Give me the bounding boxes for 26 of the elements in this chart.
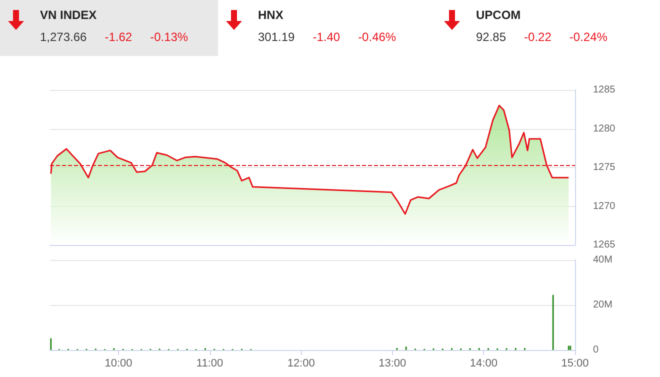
text: -1.40: [312, 30, 340, 44]
y-tick-label: 1265: [593, 240, 616, 250]
text: -0.22: [524, 30, 552, 44]
x-tick-label: 10:00: [104, 358, 132, 370]
y-tick-label: 20M: [593, 300, 612, 310]
x-tick-label: 13:00: [378, 358, 406, 370]
y-tick-label: 1275: [593, 162, 616, 173]
text: -0.24%: [569, 30, 608, 44]
text: 301.19: [258, 30, 295, 44]
text: -0.13%: [150, 30, 188, 44]
text: -0.46%: [358, 30, 396, 44]
text: VN INDEX: [40, 8, 98, 22]
text: 1,273.66: [40, 30, 87, 44]
y-tick-label: 1280: [593, 123, 616, 134]
text: HNX: [258, 8, 284, 22]
x-tick-label: 15:00: [561, 358, 589, 370]
x-tick-label: 14:00: [470, 358, 498, 370]
text: UPCOM: [476, 8, 522, 22]
y-tick-label: 1285: [593, 84, 616, 96]
y-tick-label: 1270: [593, 200, 616, 212]
text: 92.85: [476, 30, 506, 44]
y-tick-label: 40M: [593, 254, 612, 266]
x-tick-label: 12:00: [287, 358, 315, 370]
text: -1.62: [104, 30, 132, 44]
x-tick-label: 11:00: [196, 358, 224, 370]
y-tick-label: 0: [593, 344, 599, 356]
